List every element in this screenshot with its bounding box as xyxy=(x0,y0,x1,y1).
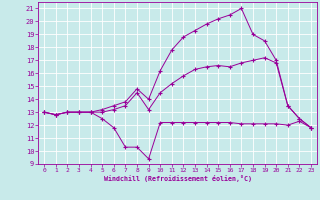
X-axis label: Windchill (Refroidissement éolien,°C): Windchill (Refroidissement éolien,°C) xyxy=(104,175,252,182)
